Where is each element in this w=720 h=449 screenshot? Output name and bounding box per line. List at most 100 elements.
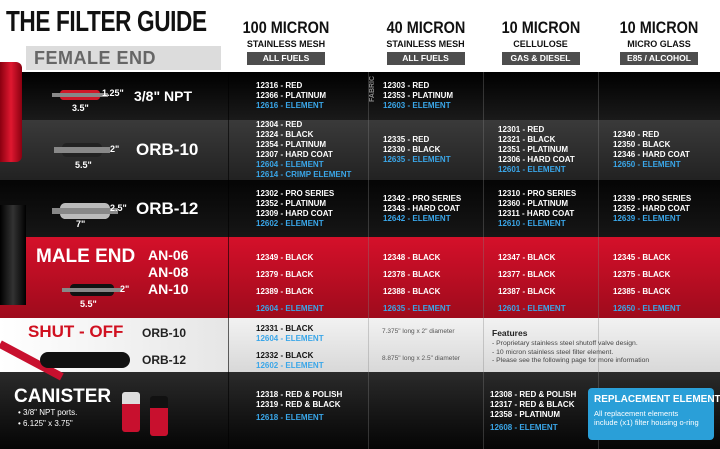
element-number: 12604 - ELEMENT bbox=[256, 160, 324, 169]
cell: 12335 - RED 12330 - BLACK 12635 - ELEMENT bbox=[383, 120, 478, 180]
column-micron: 10 MICRON bbox=[619, 18, 699, 37]
subtitle: FEMALE END bbox=[34, 48, 156, 68]
cell: 12308 - RED & POLISH 12317 - RED & BLACK 1… bbox=[490, 390, 576, 433]
part-number: 12307 - HARD COAT bbox=[256, 150, 333, 159]
shutoff-body bbox=[40, 352, 130, 368]
part-number: 12385 - BLACK bbox=[613, 287, 671, 296]
shutoff-dims: 8.875" long x 2.5" diameter bbox=[382, 355, 460, 362]
column-fuel: ALL FUELS bbox=[386, 52, 465, 65]
cell: 12342 - PRO SERIES 12343 - HARD COAT 12642… bbox=[383, 180, 478, 237]
column-micron: 10 MICRON bbox=[501, 18, 580, 37]
subtitle-bg bbox=[26, 46, 221, 70]
part-number: 12316 - RED bbox=[256, 81, 303, 90]
feature-item: - Please see the following page for more… bbox=[492, 357, 650, 364]
cell: 12316 - RED 12366 - PLATINUM 12616 - ELEME… bbox=[256, 72, 376, 120]
part-number: 12331 - BLACK bbox=[256, 324, 314, 333]
part-number: 12342 - PRO SERIES bbox=[383, 193, 462, 203]
cell: 12304 - RED 12324 - BLACK 12354 - PLATINUM… bbox=[256, 120, 376, 180]
column-micron: 100 MICRON bbox=[242, 18, 330, 37]
part-number: 12345 - BLACK bbox=[613, 253, 671, 262]
dimension: 7" bbox=[76, 219, 86, 229]
part-number: 12306 - HARD COAT bbox=[498, 155, 575, 164]
element-number: 12650 - ELEMENT bbox=[613, 304, 681, 313]
part-number: 12308 - RED & POLISH bbox=[490, 390, 577, 399]
filter-fitting bbox=[62, 287, 122, 293]
dimension: 1.25" bbox=[102, 88, 124, 98]
features-title: Features bbox=[492, 328, 528, 338]
column-material: STAINLESS MESH bbox=[386, 39, 465, 49]
part-number: 12318 - RED & POLISH bbox=[256, 390, 343, 399]
filter-fitting bbox=[52, 93, 108, 97]
element-number: 12604 - ELEMENT bbox=[256, 334, 324, 343]
cell: 12349 - BLACK 12379 - BLACK 12389 - BLACK 1… bbox=[256, 249, 324, 317]
part-number: 12350 - BLACK bbox=[613, 140, 671, 149]
column-fuel: ALL FUELS bbox=[247, 52, 325, 65]
filter-side bbox=[0, 205, 26, 305]
row-band bbox=[0, 237, 720, 318]
part-number: 12353 - PLATINUM bbox=[383, 91, 454, 100]
part-number: 12378 - BLACK bbox=[383, 270, 441, 279]
part-number: 12347 - BLACK bbox=[498, 253, 556, 262]
part-number: 12301 - RED bbox=[498, 125, 545, 134]
replacement-text: All replacement elements bbox=[594, 409, 679, 418]
part-number: 12304 - RED bbox=[256, 120, 303, 129]
part-number: 12311 - HARD COAT bbox=[498, 208, 575, 218]
dimension: 5.5" bbox=[75, 160, 92, 170]
part-number: 12330 - BLACK bbox=[383, 145, 441, 154]
replacement-text: include (x1) filter housing o-ring bbox=[594, 418, 699, 427]
part-number: 12332 - BLACK bbox=[256, 351, 314, 360]
cell: 12345 - BLACK 12375 - BLACK 12385 - BLACK 1… bbox=[613, 249, 681, 317]
cell: 12332 - BLACK 12602 - ELEMENT bbox=[256, 351, 324, 371]
part-number: 12343 - HARD COAT bbox=[383, 203, 460, 213]
column-divider bbox=[228, 72, 229, 449]
part-number: 12377 - BLACK bbox=[498, 270, 556, 279]
cell: 12310 - PRO SERIES 12360 - PLATINUM 12311 … bbox=[498, 180, 593, 237]
part-number: 12389 - BLACK bbox=[256, 287, 314, 296]
part-number: 12324 - BLACK bbox=[256, 130, 314, 139]
element-number: 12610 - ELEMENT bbox=[498, 218, 566, 228]
cell: 12348 - BLACK 12378 - BLACK 12388 - BLACK 1… bbox=[383, 249, 451, 317]
column-fuel: GAS & DIESEL bbox=[501, 52, 580, 65]
part-number: 12346 - HARD COAT bbox=[613, 150, 690, 159]
male-size: AN-10 bbox=[148, 281, 189, 297]
part-number: 12354 - PLATINUM bbox=[256, 140, 327, 149]
part-number: 12309 - HARD COAT bbox=[256, 208, 333, 218]
part-number: 12319 - RED & BLACK bbox=[256, 400, 341, 409]
row-band bbox=[0, 180, 720, 237]
part-number: 12303 - RED bbox=[383, 81, 430, 90]
element-number: 12639 - ELEMENT bbox=[613, 213, 681, 223]
dimension: 2.5" bbox=[110, 203, 127, 213]
canister-spec: • 6.125" x 3.75" bbox=[18, 419, 73, 428]
column-material: CELLULOSE bbox=[513, 39, 568, 49]
part-number: 12387 - BLACK bbox=[498, 287, 556, 296]
filter-fitting bbox=[54, 147, 110, 153]
part-number: 12302 - PRO SERIES bbox=[256, 188, 335, 198]
filter-side bbox=[0, 62, 22, 162]
part-number: 12358 - PLATINUM bbox=[490, 410, 561, 419]
column-material: MICRO GLASS bbox=[627, 39, 691, 49]
row-size: ORB-10 bbox=[136, 140, 199, 159]
part-number: 12352 - HARD COAT bbox=[613, 203, 690, 213]
element-number: 12604 - ELEMENT bbox=[256, 304, 324, 313]
row-size: ORB-12 bbox=[136, 198, 199, 218]
row-band bbox=[0, 120, 720, 180]
element-number: 12635 - ELEMENT bbox=[383, 155, 451, 164]
canister-icon bbox=[150, 396, 168, 436]
part-number: 12339 - PRO SERIES bbox=[613, 193, 692, 203]
row-band bbox=[0, 72, 720, 120]
dimension: 3.5" bbox=[72, 103, 89, 113]
shutoff-size: ORB-10 bbox=[142, 326, 187, 340]
row-size: 3/8" NPT bbox=[134, 88, 192, 104]
fabric-note: FABRIC bbox=[369, 75, 376, 102]
element-number: 12602 - ELEMENT bbox=[256, 218, 324, 228]
male-title: MALE END bbox=[36, 246, 136, 267]
canister-icon bbox=[122, 392, 140, 432]
element-number: 12616 - ELEMENT bbox=[256, 101, 324, 110]
feature-item: - Proprietary stainless steel shutoff va… bbox=[492, 340, 638, 347]
cell: 12340 - RED 12350 - BLACK 12346 - HARD COA… bbox=[613, 120, 715, 180]
shutoff-size: ORB-12 bbox=[142, 353, 187, 367]
column-divider bbox=[598, 72, 599, 449]
shutoff-dims: 7.375" long x 2" diameter bbox=[382, 328, 455, 335]
column-divider bbox=[483, 72, 484, 449]
